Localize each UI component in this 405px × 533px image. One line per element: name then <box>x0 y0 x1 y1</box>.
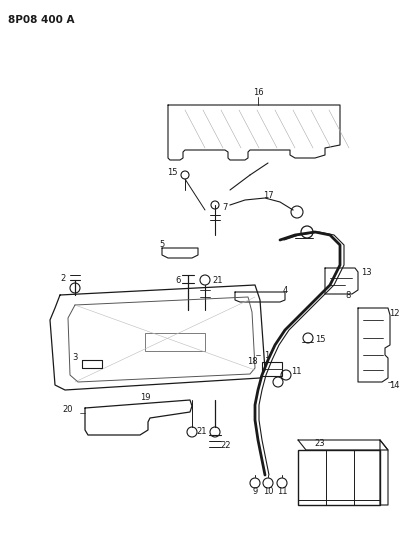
Text: 10: 10 <box>262 488 273 497</box>
Text: 15: 15 <box>314 335 324 344</box>
Text: 8P08 400 A: 8P08 400 A <box>8 15 74 25</box>
Text: 21: 21 <box>212 276 223 285</box>
Text: 18: 18 <box>246 358 257 367</box>
Text: 6: 6 <box>175 276 180 285</box>
Text: 2: 2 <box>60 273 66 282</box>
Text: 20: 20 <box>63 406 73 415</box>
Bar <box>261 362 281 376</box>
Text: 17: 17 <box>262 190 273 199</box>
Text: 11: 11 <box>290 367 301 376</box>
Text: 9: 9 <box>252 488 257 497</box>
Text: 4: 4 <box>282 286 287 295</box>
Text: 21: 21 <box>196 427 207 437</box>
Text: 7: 7 <box>222 203 227 212</box>
Text: 16: 16 <box>252 87 263 96</box>
Text: 14: 14 <box>388 382 398 391</box>
Text: 5: 5 <box>159 239 164 248</box>
Text: 15: 15 <box>166 167 177 176</box>
Text: 19: 19 <box>139 392 150 401</box>
Text: 12: 12 <box>388 310 398 319</box>
Text: 22: 22 <box>220 440 231 449</box>
Text: 8: 8 <box>345 290 350 300</box>
Bar <box>297 450 379 505</box>
Text: 3: 3 <box>72 352 77 361</box>
Text: 11: 11 <box>276 488 287 497</box>
Text: 13: 13 <box>360 268 371 277</box>
Text: 1: 1 <box>264 351 269 359</box>
Bar <box>145 333 205 351</box>
Text: 23: 23 <box>314 440 324 448</box>
